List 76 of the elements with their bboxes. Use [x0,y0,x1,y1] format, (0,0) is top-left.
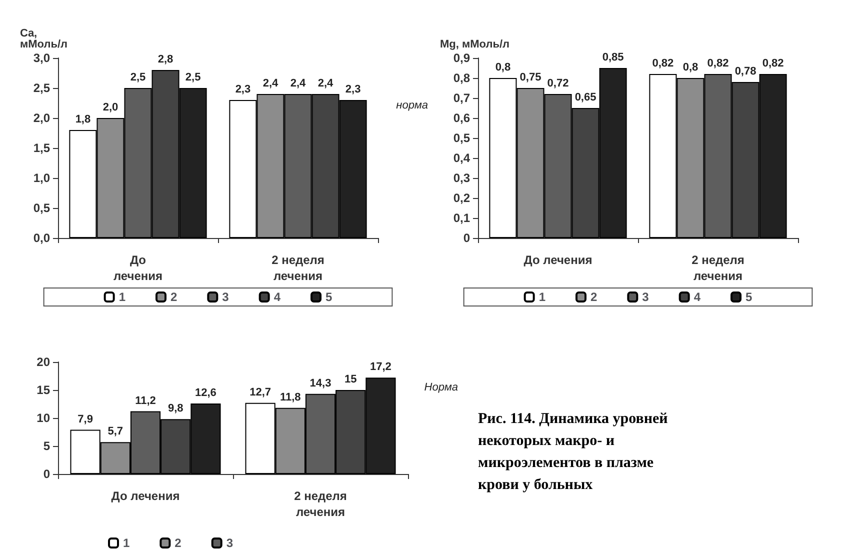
y-tick-label: 0,4 [453,151,470,165]
data-label: 0,82 [707,58,729,70]
data-label: 15 [344,374,357,386]
x-tick-label: 2 неделя лечения [272,253,324,283]
legend-label: 2 [170,290,178,304]
y-tick-label: 0,5 [33,201,50,215]
y-tick-label: 1,5 [33,141,50,155]
data-label: 17,2 [370,361,392,374]
y-tick-label: 0 [463,231,470,245]
y-tick-label: 10 [36,411,50,425]
y-tick-label: 0,5 [453,131,470,145]
data-label: 5,7 [108,426,124,438]
data-label: 2,3 [235,84,251,96]
data-label: 2,8 [158,54,174,66]
data-label: 2,5 [185,72,201,84]
y-tick-label: 2,0 [33,111,50,125]
data-label: 12,6 [194,386,216,399]
y-tick-label: 20 [36,355,50,369]
data-label: 7,9 [78,413,93,426]
legend-label: 2 [174,536,182,550]
data-label: 0,8 [682,62,698,74]
data-label: 12,7 [250,386,272,398]
y-axis-title: Mg, мМоль/л [440,38,510,50]
x-tick-label: 2 неделя лечения [294,489,347,519]
legend-label: 2 [590,290,598,304]
data-label: 9,8 [168,402,184,415]
data-label: 11,2 [135,394,156,407]
data-label: 11,8 [280,391,301,404]
x-tick-label: 2 неделя лечения [692,253,744,283]
y-tick-label: 0,1 [453,211,470,225]
y-tick-label: 0 [43,467,50,481]
y-tick-label: 0,9 [453,51,470,65]
data-label: 2,4 [318,78,334,90]
legend-label: 4 [274,290,281,304]
legend-label: 1 [538,290,546,304]
data-label: 2,4 [290,78,307,90]
y-tick-label: 0,2 [453,191,470,205]
text: норма [396,100,428,112]
data-label: 0,78 [734,66,756,78]
data-label: 0,85 [602,52,624,64]
y-tick-label: 5 [43,439,50,453]
data-label: 0,8 [495,62,511,74]
legend-label: 3 [226,536,234,550]
data-label: 0,82 [762,58,784,70]
legend-label: 3 [642,290,650,304]
y-tick-label: 1,0 [33,171,50,185]
y-tick-label: 0,0 [33,231,50,245]
y-tick-label: 2,5 [33,81,50,95]
y-tick-label: 0,6 [453,111,470,125]
text: Рис. 114. Динамика уровней некоторых макро- и микроэлементов в плазме крови у больных [478,411,672,493]
data-label: 2,4 [262,78,280,90]
data-label: 2,3 [345,84,361,96]
x-tick-label: До лечения [524,253,592,267]
x-tick-label: До лечения [113,253,163,283]
data-label: 0,75 [520,72,542,84]
y-tick-label: 0,7 [453,91,470,105]
y-tick-label: 0,3 [453,171,470,185]
data-label: 14,3 [310,377,332,390]
data-label: 2,5 [130,72,146,84]
text: Норма [424,382,458,394]
data-label: 2,0 [102,102,118,114]
legend-label: 5 [326,290,333,304]
legend-label: 4 [694,290,701,304]
y-tick-label: 15 [36,383,50,397]
legend-label: 1 [123,536,130,550]
y-axis-title: Ca, мМоль/л [20,28,68,50]
y-tick-label: 0,8 [453,71,470,85]
x-tick-label: До лечения [111,489,180,503]
legend-label: 5 [746,290,753,304]
data-label: 0,65 [574,92,596,104]
legend-label: 1 [118,290,126,304]
data-label: 0,82 [652,58,674,70]
legend-label: 3 [222,290,230,304]
data-label: 1,8 [75,114,91,126]
y-tick-label: 3,0 [33,51,50,65]
data-label: 0,72 [547,78,569,90]
